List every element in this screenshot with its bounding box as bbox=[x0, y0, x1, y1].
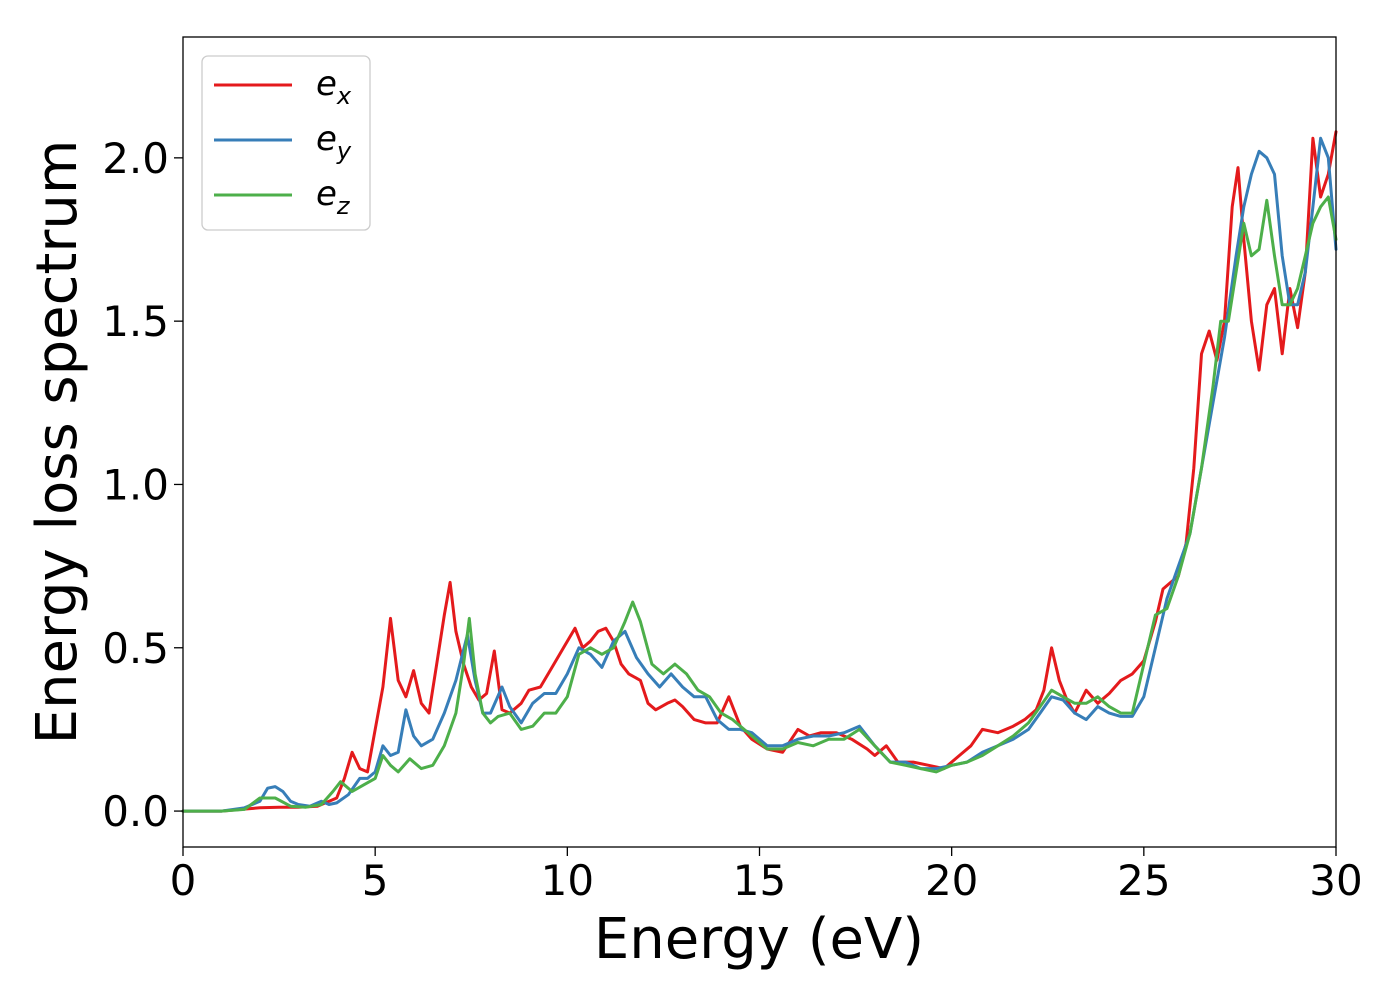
x-tick-label: 30 bbox=[1309, 856, 1362, 905]
legend-subscript: x bbox=[336, 82, 352, 110]
series-line-z bbox=[181, 195, 1338, 813]
x-tick-label: 5 bbox=[362, 856, 389, 905]
y-tick-label: 1.5 bbox=[102, 297, 169, 346]
y-tick-label: 2.0 bbox=[102, 134, 169, 183]
x-tick-label: 15 bbox=[733, 856, 786, 905]
x-axis: 0 5 10 15 20 25 30 bbox=[170, 847, 1363, 905]
series-layer bbox=[181, 130, 1338, 813]
y-tick-label: 0.5 bbox=[102, 624, 169, 673]
plot-background bbox=[183, 37, 1336, 847]
x-axis-label: Energy (eV) bbox=[594, 907, 924, 972]
legend-subscript: y bbox=[336, 137, 352, 165]
y-axis-label: Energy loss spectrum bbox=[25, 140, 90, 745]
y-tick-label: 1.0 bbox=[102, 460, 169, 509]
x-tick-label: 0 bbox=[170, 856, 197, 905]
y-axis: 0.0 0.5 1.0 1.5 2.0 bbox=[102, 134, 183, 836]
x-tick-label: 10 bbox=[541, 856, 594, 905]
y-tick-label: 0.0 bbox=[102, 787, 169, 836]
legend-box bbox=[201, 55, 371, 231]
x-tick-label: 25 bbox=[1117, 856, 1170, 905]
x-tick-label: 20 bbox=[925, 856, 978, 905]
legend-subscript: z bbox=[336, 192, 351, 220]
